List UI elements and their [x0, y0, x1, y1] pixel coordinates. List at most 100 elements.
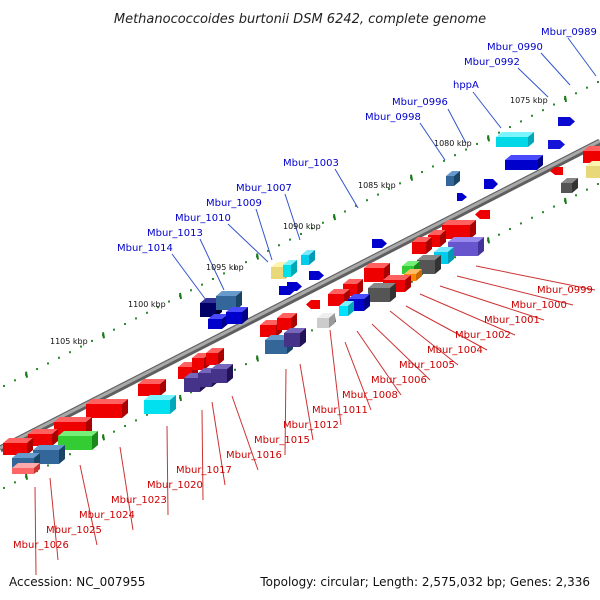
gene-label[interactable]: Mbur_1024	[79, 510, 135, 521]
gene-label[interactable]: Mbur_1009	[206, 198, 262, 209]
tick-dot	[47, 362, 49, 365]
gene-label[interactable]: hppA	[453, 80, 479, 91]
gene-label[interactable]: Mbur_1003	[283, 158, 339, 169]
gene-label[interactable]: Mbur_1006	[371, 375, 427, 386]
gene-label[interactable]: Mbur_0998	[365, 112, 421, 123]
gene-label[interactable]: Mbur_1020	[147, 480, 203, 491]
gene-label[interactable]: Mbur_1023	[111, 495, 167, 506]
gene-label[interactable]: Mbur_1017	[176, 465, 232, 476]
bottom-gene-labels: Mbur_0999 Mbur_1000 Mbur_1001 Mbur_1002 …	[13, 285, 593, 551]
tick-dot	[509, 228, 511, 231]
gene-label[interactable]: Mbur_1007	[236, 183, 292, 194]
leader-line	[119, 446, 134, 531]
gene-label[interactable]: Mbur_1010	[175, 213, 231, 224]
gene-label[interactable]: Mbur_1015	[254, 435, 310, 446]
gene-label[interactable]: Mbur_1026	[13, 540, 69, 551]
tick-dot	[212, 278, 214, 281]
tick-dot	[168, 300, 170, 303]
tick-dot	[113, 430, 115, 433]
gene-label[interactable]: Mbur_1014	[117, 243, 173, 254]
leader-line	[201, 409, 204, 501]
tick-dot	[267, 249, 269, 252]
gene-feature	[206, 348, 224, 365]
gene-label[interactable]: Mbur_1001	[484, 315, 540, 326]
gene-label[interactable]: Mbur_0999	[537, 285, 593, 296]
tick-dot	[190, 289, 192, 292]
tick-dot	[432, 165, 434, 168]
tick-mark	[102, 332, 105, 339]
label-leaders	[34, 37, 597, 576]
tick-mark	[256, 355, 259, 362]
tick-dot	[300, 232, 302, 235]
gene-feature	[211, 364, 233, 383]
leader-line	[34, 486, 37, 576]
tick-mark	[333, 213, 336, 221]
tick-dot	[47, 464, 49, 467]
gene-feature	[226, 307, 248, 324]
tick-dot	[553, 205, 555, 208]
tick-dot	[520, 222, 522, 225]
tick-dot	[245, 363, 247, 366]
tick-dot	[322, 221, 324, 224]
topology-text: Topology: circular; Length: 2,575,032 bp…	[259, 575, 590, 589]
gene-label[interactable]: Mbur_1000	[511, 300, 567, 311]
leader-line	[567, 37, 597, 77]
gene-label[interactable]: Mbur_1002	[455, 330, 511, 341]
leader-line	[475, 265, 596, 291]
leader-line	[405, 305, 488, 351]
gene-features	[3, 117, 600, 474]
tick-dot	[377, 193, 379, 196]
gene-arrow	[457, 193, 467, 201]
gene-label[interactable]: Mbur_1016	[226, 450, 282, 461]
gene-label[interactable]: Mbur_1013	[147, 228, 203, 239]
gene-label[interactable]: Mbur_1012	[283, 420, 339, 431]
tick-dot	[575, 194, 577, 197]
gene-label[interactable]: Mbur_0996	[392, 97, 448, 108]
gene-feature	[496, 132, 534, 147]
leader-line	[334, 168, 359, 209]
gene-label[interactable]: Mbur_0989	[541, 27, 597, 38]
tick-mark	[564, 95, 567, 103]
gene-label[interactable]: Mbur_1004	[427, 345, 483, 356]
leader-line	[231, 395, 259, 471]
map-title: Methanococcoides burtonii DSM 6242, comp…	[114, 12, 486, 27]
gene-label[interactable]: Mbur_1025	[46, 525, 102, 536]
tick-dot	[344, 210, 346, 213]
tick-dot	[234, 266, 236, 269]
gene-label[interactable]: Mbur_1008	[342, 390, 398, 401]
gene-label[interactable]: Mbur_1005	[399, 360, 455, 371]
gene-feature	[28, 429, 58, 446]
tick-dot	[454, 256, 456, 259]
gene-arrow	[306, 300, 320, 309]
gene-arrow	[548, 140, 565, 149]
gene-label[interactable]: Mbur_1011	[312, 405, 368, 416]
tick-dot	[80, 345, 82, 348]
gene-feature	[144, 395, 176, 414]
tick-dot	[476, 142, 478, 145]
tick-dot	[146, 311, 148, 314]
tick-dot	[498, 233, 500, 236]
gene-arrow	[475, 210, 490, 219]
gene-feature	[3, 438, 33, 455]
tick-dot	[597, 81, 599, 84]
leader-line	[371, 323, 431, 381]
tick-dot	[399, 182, 401, 185]
tick-mark	[25, 371, 28, 378]
leader-line	[472, 91, 502, 129]
tick-dot	[542, 109, 544, 112]
tick-mark	[487, 135, 490, 142]
leader-line	[79, 464, 98, 546]
gene-arrow	[287, 282, 302, 291]
leader-line	[439, 285, 545, 321]
ruler-label-1105: 1105 kbp	[50, 337, 88, 346]
tick-dot	[69, 351, 71, 354]
gene-label[interactable]: Mbur_0990	[487, 42, 543, 53]
tick-dot	[14, 379, 16, 382]
tick-dot	[498, 131, 500, 134]
top-gene-labels: Mbur_0989 Mbur_0990 Mbur_0992 hppA Mbur_…	[117, 27, 597, 254]
tick-dot	[586, 188, 588, 191]
gene-label[interactable]: Mbur_0992	[464, 57, 520, 68]
tick-dot	[311, 227, 313, 230]
gene-feature	[216, 291, 242, 310]
tick-dot	[124, 323, 126, 326]
